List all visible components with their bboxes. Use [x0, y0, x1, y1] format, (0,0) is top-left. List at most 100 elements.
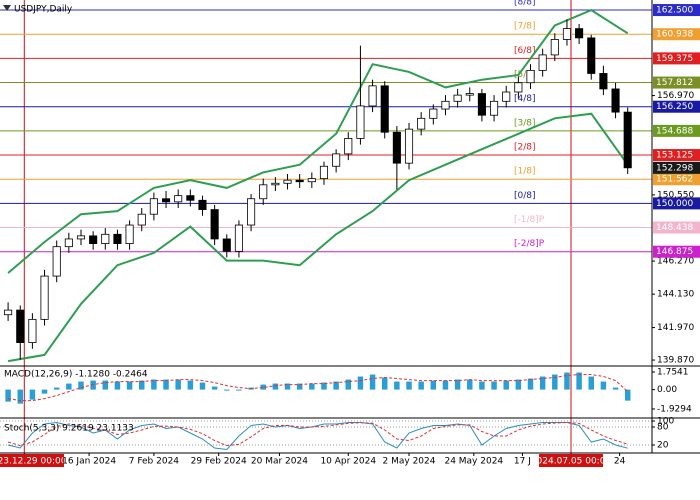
x-tick-label: 29 Feb 2024	[191, 457, 247, 467]
candle-body	[599, 73, 608, 90]
last-price-label: 152.298	[656, 163, 693, 173]
macd-bar	[163, 379, 169, 390]
x-tick-label: 20 Mar 2024	[251, 457, 308, 467]
macd-bar	[588, 376, 594, 390]
candle-body	[611, 88, 620, 113]
macd-bar	[503, 380, 509, 390]
x-tick-label: 24 May 2024	[444, 457, 503, 467]
macd-bar	[624, 389, 631, 401]
candle-body	[149, 198, 158, 215]
level-name: [2/8]	[514, 143, 536, 153]
macd-bar	[187, 380, 194, 390]
macd-bar	[272, 383, 279, 390]
stoch-plot	[0, 420, 652, 451]
level-price-label: 160.938	[656, 30, 693, 40]
macd-bar	[114, 381, 121, 390]
candle-body	[283, 179, 292, 184]
level-price-box	[653, 4, 700, 17]
candle-body	[453, 94, 462, 102]
y-tick-label: 139.870	[657, 356, 694, 366]
macd-bar	[345, 379, 352, 390]
macd-bar	[151, 379, 157, 390]
level-price-label: 156.250	[656, 102, 693, 112]
stoch-title: Stoch(5,3,3) 9.2619 23.1133	[4, 424, 134, 434]
macd-bar	[539, 376, 546, 390]
candle-body	[344, 138, 353, 155]
macd-bar	[175, 379, 181, 390]
macd-bar	[394, 381, 400, 390]
y-tick-label: 100	[657, 417, 674, 427]
macd-bar	[211, 386, 218, 390]
candle-body	[417, 117, 426, 130]
foreground-layer: USDJPY,Daily MACD(12,26,9) -1.1280 -0.24…	[0, 0, 700, 467]
x-tick-label: 7 Feb 2024	[129, 457, 180, 467]
candle-body	[89, 235, 98, 244]
candle-body	[502, 91, 511, 102]
x-tick-label: 2024.07.05 00:00	[531, 457, 612, 467]
macd-title: MACD(12,26,9) -1.1280 -0.2464	[4, 370, 148, 380]
level-price-box	[653, 173, 700, 186]
y-tick-label: 0.00	[657, 385, 677, 395]
candle-body	[271, 182, 280, 186]
level-price-box	[653, 124, 700, 137]
y-tick-label: 20	[657, 441, 669, 451]
level-name: [7/8]	[514, 22, 536, 32]
x-tick-label: 17 J	[514, 457, 531, 467]
candle-body	[161, 198, 171, 203]
x-tick-label: 10 Apr 2024	[320, 457, 376, 467]
level-name: [4/8]	[514, 94, 536, 104]
level-name: [6/8]	[514, 46, 536, 56]
level-price-label: 148.438	[656, 223, 693, 233]
level-price-box	[653, 197, 700, 210]
y-tick-label: 146.270	[657, 257, 694, 267]
macd-bar	[333, 381, 339, 390]
candle-body	[28, 318, 37, 343]
candle-body	[64, 238, 73, 248]
candle-body	[186, 195, 195, 201]
level-price-box	[653, 52, 700, 65]
x-tick-box	[539, 454, 604, 467]
candle-body	[210, 209, 219, 240]
candle-body	[332, 153, 341, 167]
candle-body	[623, 111, 632, 169]
candle-body	[465, 93, 474, 96]
macd-bar	[260, 384, 266, 390]
macd-bar	[17, 389, 23, 404]
main-plot: [8/8] [7/8] [6/8] [5/8] [4/8] [3/8] [2/8] [1/8]…	[0, 0, 652, 363]
macd-bar	[296, 383, 303, 390]
macd-bar	[479, 381, 485, 390]
macd-bar	[369, 374, 376, 390]
level-price-label: 153.125	[656, 151, 693, 161]
macd-bar	[515, 379, 522, 390]
macd-bar	[454, 379, 461, 390]
macd-signal	[8, 374, 629, 402]
candle-body	[514, 82, 523, 93]
candle-body	[101, 233, 110, 244]
level-price-label: 162.500	[656, 6, 693, 16]
candle-body	[113, 233, 122, 244]
level-name: [1/8]	[514, 167, 536, 177]
candle-body	[234, 224, 243, 252]
candle-body	[52, 246, 61, 277]
candle-body	[538, 54, 547, 71]
y-tick-label: -1.9294	[657, 404, 692, 414]
level-price-label: 159.375	[656, 54, 693, 64]
y-tick-label: 150.550	[657, 190, 694, 200]
macd-plot	[5, 372, 631, 404]
candle-body	[307, 178, 316, 183]
x-tick-label: 16 Jan 2024	[62, 457, 116, 467]
level-price-box	[653, 28, 700, 41]
y-tick-label: 144.130	[657, 290, 694, 300]
macd-bar	[430, 380, 437, 390]
candle-body	[562, 28, 572, 40]
candle-body	[404, 128, 414, 164]
macd-bar	[442, 380, 449, 390]
macd-bar	[78, 381, 84, 390]
macd-bar	[381, 377, 388, 390]
level-price-label: 154.688	[656, 126, 693, 136]
level-price-box	[653, 76, 700, 89]
level-name: [0/8]	[514, 191, 536, 201]
candle-body	[259, 184, 268, 200]
